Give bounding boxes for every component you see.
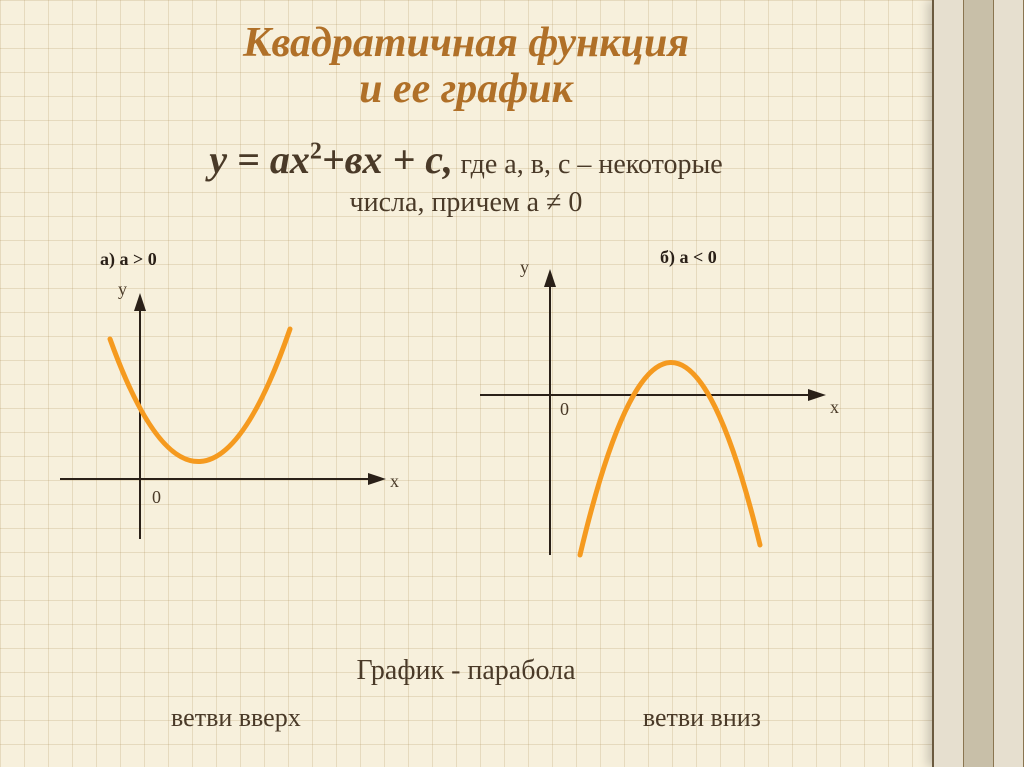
chart-b: б) а < 0 у х 0 xyxy=(460,239,880,579)
ruler-strip-2 xyxy=(964,0,994,767)
chart-b-svg xyxy=(460,265,840,565)
charts-area: а) а > 0 у х 0 б) а < 0 у xyxy=(0,249,932,649)
caption-a: ветви вверх xyxy=(171,703,301,733)
slide-title: Квадратичная функция и ее график xyxy=(0,0,932,112)
chart-a-svg xyxy=(40,279,400,559)
formula-equation: у = ах2+вх + с, xyxy=(209,137,453,182)
formula-tail: где а, в, с – некоторые xyxy=(461,149,723,180)
title-line-1: Квадратичная функция xyxy=(0,20,932,66)
chart-b-x-label: х xyxy=(830,397,839,418)
graph-type-text: График - парабола xyxy=(0,655,932,687)
caption-row: ветви вверх ветви вниз xyxy=(0,703,932,733)
caption-b: ветви вниз xyxy=(643,703,761,733)
chart-a-x-label: х xyxy=(390,471,399,492)
ruler-strip-1 xyxy=(934,0,964,767)
chart-a-origin: 0 xyxy=(152,487,161,508)
title-line-2: и ее график xyxy=(0,66,932,112)
slide-content: Квадратичная функция и ее график у = ах2… xyxy=(0,0,932,767)
formula-line-2: числа, причем а ≠ 0 xyxy=(0,187,932,219)
chart-b-origin: 0 xyxy=(560,399,569,420)
ruler-decoration xyxy=(932,0,1024,767)
chart-a-label: а) а > 0 xyxy=(100,249,157,270)
ruler-strip-3 xyxy=(994,0,1024,767)
formula-row: у = ах2+вх + с, где а, в, с – некоторые xyxy=(0,136,932,183)
chart-a: а) а > 0 у х 0 xyxy=(40,249,420,569)
